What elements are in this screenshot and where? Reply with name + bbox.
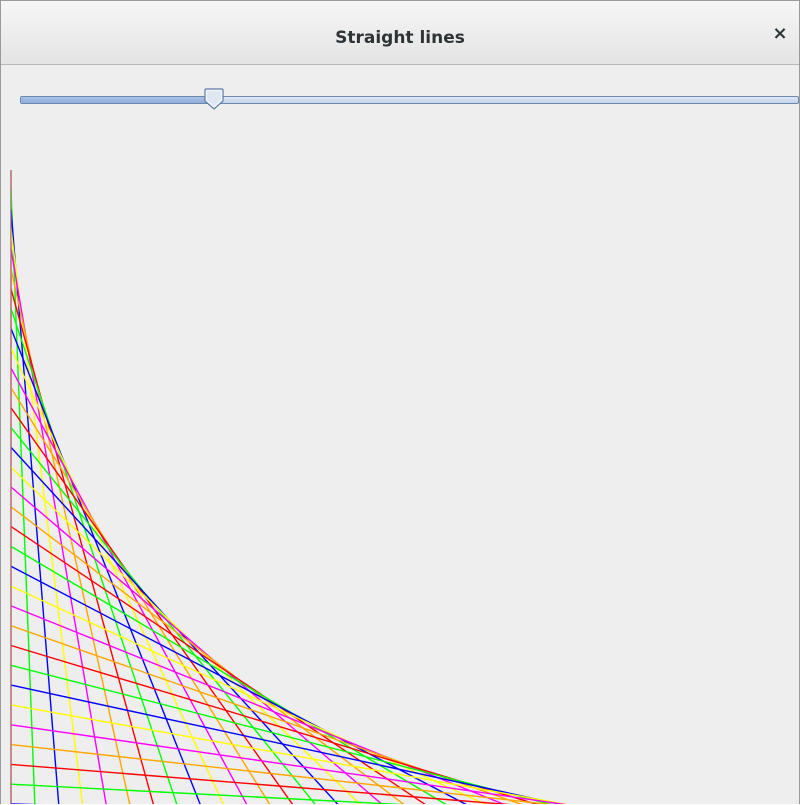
straight-line — [10, 763, 511, 804]
slider-thumb[interactable] — [204, 88, 224, 110]
straight-line — [10, 724, 567, 804]
titlebar: Straight lines × — [1, 1, 799, 65]
straight-line — [10, 625, 523, 804]
straight-line — [10, 387, 271, 804]
straight-line — [10, 348, 225, 804]
straight-line — [10, 565, 467, 804]
window-title: Straight lines — [335, 28, 465, 48]
straight-line — [10, 229, 84, 804]
straight-line — [10, 367, 248, 804]
slider-track[interactable] — [20, 96, 799, 104]
straight-line — [10, 526, 426, 804]
straight-line — [10, 783, 405, 804]
close-button[interactable]: × — [772, 23, 788, 44]
straight-line — [10, 288, 155, 804]
straight-line — [10, 585, 487, 804]
straight-line — [10, 664, 552, 804]
straight-line — [10, 506, 405, 804]
straight-line — [10, 605, 505, 804]
straight-line — [10, 189, 36, 804]
straight-line — [10, 704, 569, 804]
straight-line — [10, 328, 201, 804]
straight-line — [10, 644, 539, 804]
line-count-slider[interactable] — [20, 86, 799, 110]
straight-line — [10, 743, 552, 804]
line-drawing-canvas — [10, 170, 569, 804]
straight-line — [10, 545, 447, 804]
straight-line — [10, 446, 339, 804]
content-area — [1, 65, 799, 804]
straight-line — [10, 407, 294, 804]
straight-line — [10, 427, 316, 804]
straight-line — [10, 209, 60, 804]
straight-line — [10, 308, 178, 804]
slider-fill — [21, 97, 216, 103]
